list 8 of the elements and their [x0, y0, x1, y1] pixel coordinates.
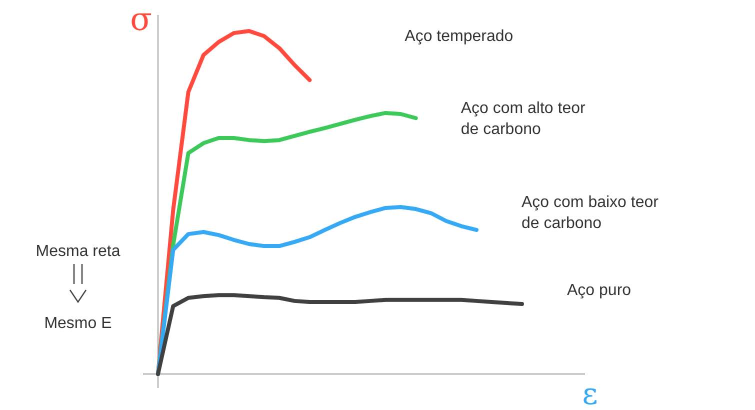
text: Aço temperado	[404, 28, 514, 45]
text: Aço com baixo teor de carbono	[522, 194, 660, 232]
text: Aço com alto teor de carbono	[460, 100, 586, 138]
text: Mesmo E	[44, 315, 112, 332]
text: Aço puro	[567, 282, 632, 300]
text: Mesma reta	[36, 243, 120, 260]
y-axis-title: σ	[130, 0, 152, 38]
x-axis-title: ε	[582, 377, 598, 410]
